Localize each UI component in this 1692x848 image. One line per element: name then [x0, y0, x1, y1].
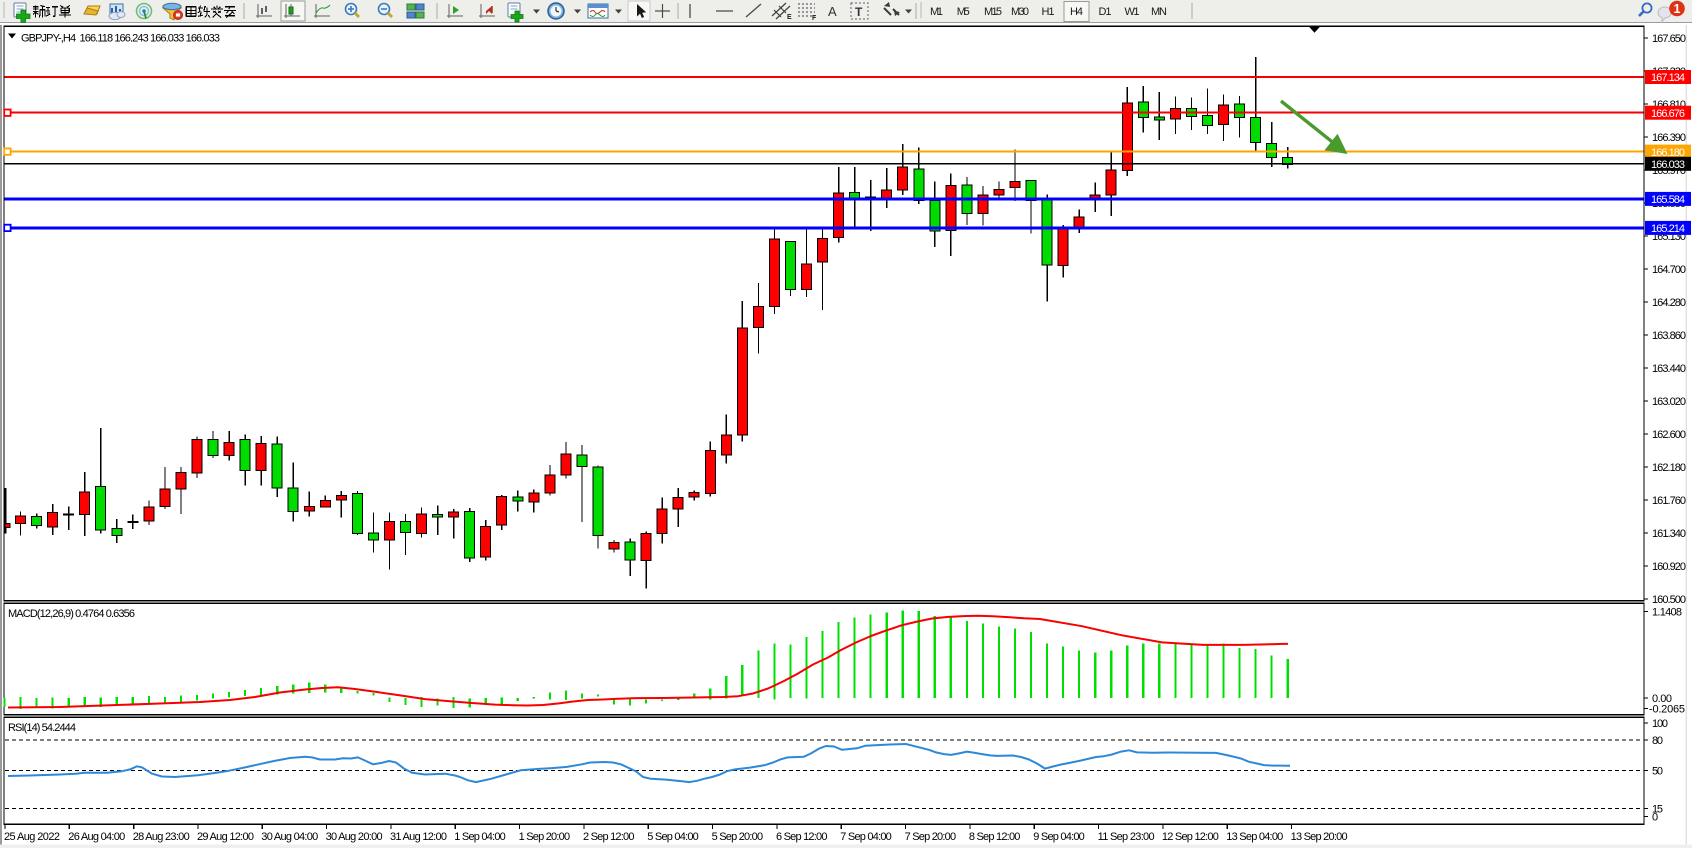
svg-text:M30: M30 [1011, 6, 1029, 18]
svg-text:1 Sep 04:00: 1 Sep 04:00 [454, 831, 506, 843]
svg-text:165.584: 165.584 [1651, 194, 1685, 206]
svg-text:30 Aug 04:00: 30 Aug 04:00 [261, 831, 318, 843]
svg-text:MN: MN [1151, 6, 1167, 18]
svg-text:166.033: 166.033 [1651, 159, 1685, 171]
svg-text:M5: M5 [957, 6, 970, 18]
svg-text:6 Sep 12:00: 6 Sep 12:00 [776, 831, 828, 843]
svg-text:13 Sep 04:00: 13 Sep 04:00 [1226, 831, 1283, 843]
svg-text:1.1408: 1.1408 [1652, 607, 1682, 619]
svg-text:29 Aug 12:00: 29 Aug 12:00 [197, 831, 254, 843]
svg-text:26 Aug 04:00: 26 Aug 04:00 [68, 831, 125, 843]
svg-text:1 Sep 20:00: 1 Sep 20:00 [519, 831, 571, 843]
svg-text:166.676: 166.676 [1651, 108, 1685, 120]
svg-text:163.440: 163.440 [1652, 363, 1686, 375]
svg-text:8 Sep 12:00: 8 Sep 12:00 [969, 831, 1021, 843]
svg-text:A: A [828, 4, 837, 19]
svg-text:H4: H4 [1070, 6, 1083, 18]
svg-text:13 Sep 20:00: 13 Sep 20:00 [1291, 831, 1348, 843]
svg-text:165.214: 165.214 [1651, 223, 1685, 235]
svg-text:7 Sep 04:00: 7 Sep 04:00 [840, 831, 892, 843]
svg-text:30 Aug 20:00: 30 Aug 20:00 [326, 831, 383, 843]
svg-text:166.390: 166.390 [1652, 132, 1686, 144]
svg-text:163.020: 163.020 [1652, 396, 1686, 408]
svg-text:25 Aug 2022: 25 Aug 2022 [4, 831, 60, 843]
svg-text:5 Sep 20:00: 5 Sep 20:00 [712, 831, 764, 843]
svg-text:M1: M1 [930, 6, 943, 18]
svg-text:F: F [812, 15, 817, 22]
svg-text:15: 15 [1652, 804, 1663, 816]
svg-text:167.134: 167.134 [1651, 72, 1685, 84]
svg-text:-0.2065: -0.2065 [1649, 704, 1685, 716]
svg-text:2 Sep 12:00: 2 Sep 12:00 [583, 831, 635, 843]
svg-text:31 Aug 12:00: 31 Aug 12:00 [390, 831, 447, 843]
svg-text:50: 50 [1652, 766, 1663, 778]
svg-text:28 Aug 23:00: 28 Aug 23:00 [133, 831, 190, 843]
svg-text:161.760: 161.760 [1652, 495, 1686, 507]
svg-text:7 Sep 20:00: 7 Sep 20:00 [905, 831, 957, 843]
svg-text:160.920: 160.920 [1652, 561, 1686, 573]
svg-text:0: 0 [1652, 812, 1658, 824]
svg-text:162.600: 162.600 [1652, 429, 1686, 441]
svg-text:0.00: 0.00 [1652, 693, 1672, 705]
svg-text:T: T [855, 5, 863, 19]
svg-text:D1: D1 [1099, 6, 1112, 18]
svg-text:E: E [787, 14, 792, 21]
svg-text:162.180: 162.180 [1652, 462, 1686, 474]
svg-text:161.340: 161.340 [1652, 528, 1686, 540]
svg-text:M15: M15 [984, 6, 1002, 18]
svg-text:9 Sep 04:00: 9 Sep 04:00 [1033, 831, 1085, 843]
svg-text:H1: H1 [1042, 6, 1055, 18]
svg-text:12 Sep 12:00: 12 Sep 12:00 [1162, 831, 1219, 843]
svg-text:163.860: 163.860 [1652, 330, 1686, 342]
svg-text:167.650: 167.650 [1652, 33, 1686, 45]
svg-text:100: 100 [1652, 718, 1668, 730]
svg-text:W1: W1 [1125, 6, 1140, 18]
svg-text:80: 80 [1652, 735, 1663, 747]
svg-text:164.700: 164.700 [1652, 264, 1686, 276]
svg-text:160.500: 160.500 [1652, 594, 1686, 606]
svg-text:GBPJPY-,H4 166.118 166.243 16: GBPJPY-,H4 166.118 166.243 166.033 166.0… [21, 33, 220, 45]
svg-text:11 Sep 23:00: 11 Sep 23:00 [1098, 831, 1155, 843]
svg-text:166.180: 166.180 [1651, 147, 1685, 159]
svg-text:164.280: 164.280 [1652, 297, 1686, 309]
svg-text:MACD(12,26,9) 0.4764 0.6356: MACD(12,26,9) 0.4764 0.6356 [8, 608, 135, 620]
svg-text:1: 1 [1674, 2, 1681, 16]
svg-text:5 Sep 04:00: 5 Sep 04:00 [647, 831, 699, 843]
svg-text:RSI(14) 54.2444: RSI(14) 54.2444 [8, 722, 76, 734]
